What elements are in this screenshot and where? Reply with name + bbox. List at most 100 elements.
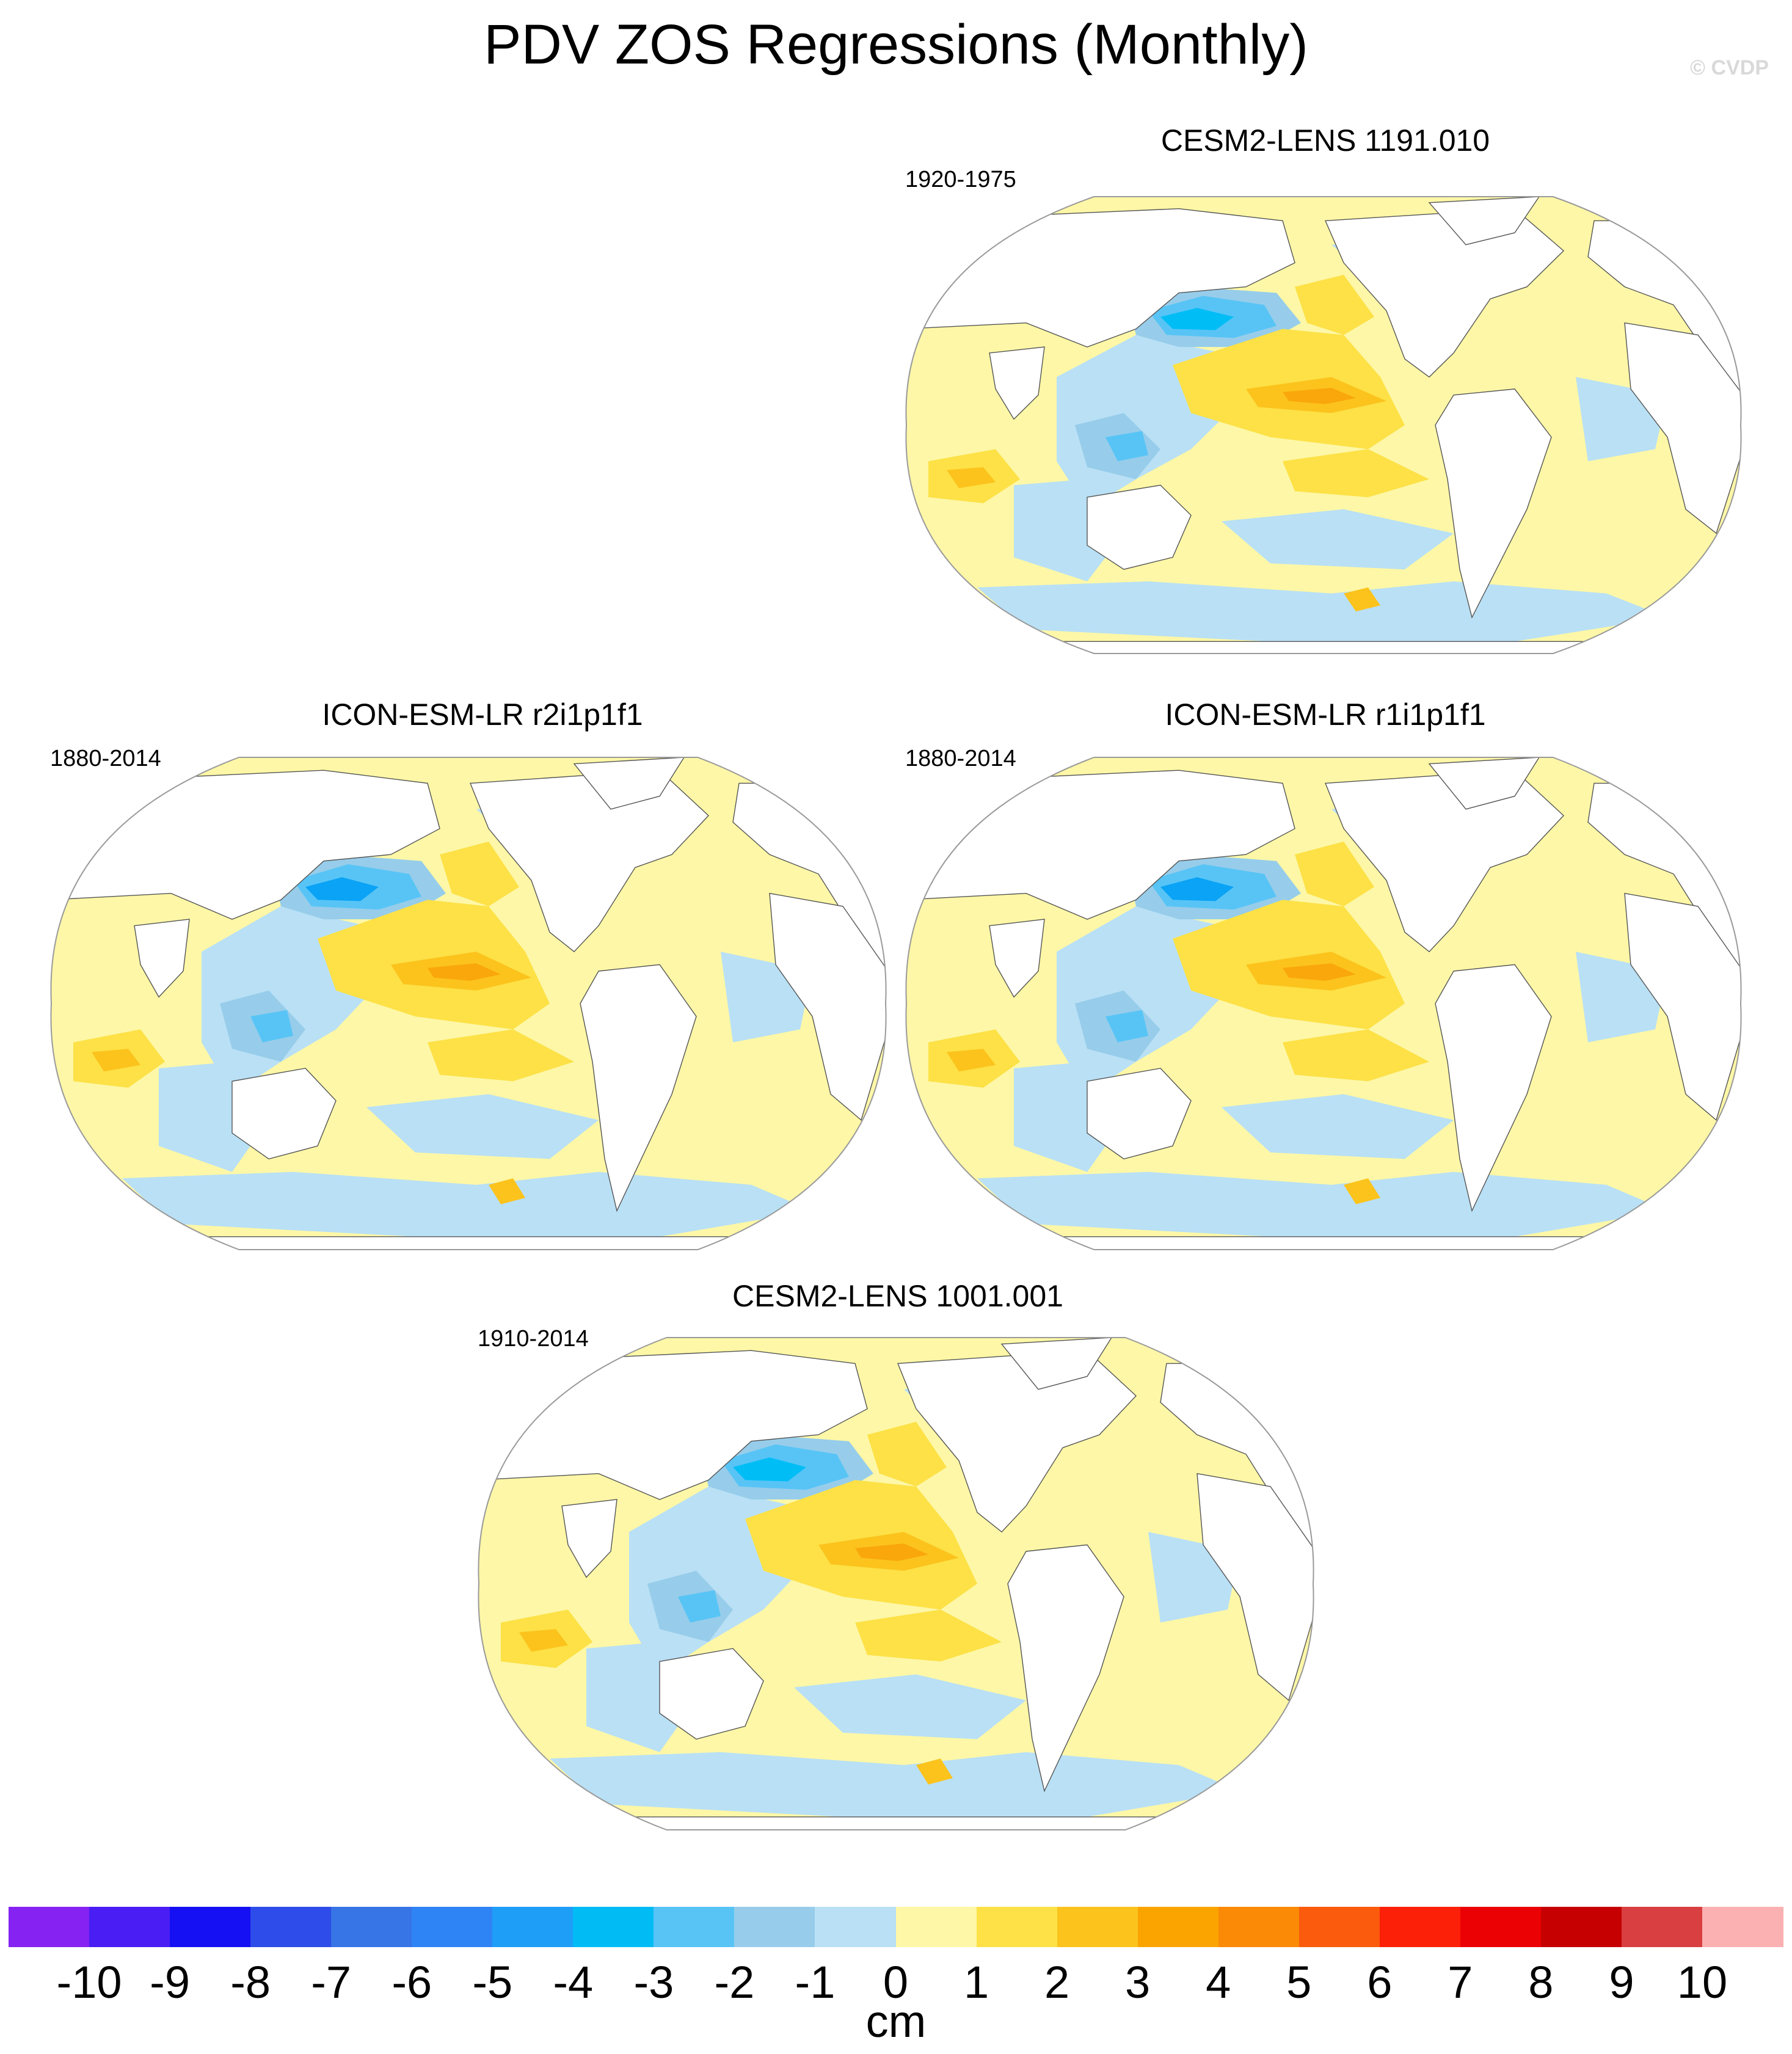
- colorbar-tick-label: 9: [1609, 1957, 1634, 2008]
- map-outline: [478, 1337, 1314, 1830]
- land-south-america: [580, 964, 697, 1212]
- colorbar-tick-label: 4: [1206, 1957, 1231, 2008]
- colorbar-tick-label: -10: [56, 1957, 122, 2008]
- land-north-america: [1324, 208, 1565, 378]
- colorbar-swatch: [895, 1907, 977, 1947]
- colorbar-tick-label: 8: [1528, 1957, 1554, 2008]
- colorbar-tick-label: 10: [1677, 1957, 1728, 2008]
- land-india: [989, 346, 1045, 420]
- colorbar-swatch: [1057, 1907, 1138, 1947]
- land-south-america: [1435, 964, 1552, 1212]
- land-greenland: [573, 757, 685, 810]
- positive-anomaly-region: [519, 1629, 568, 1652]
- positive-anomaly-region: [947, 1049, 996, 1072]
- negative-anomaly-core: [733, 1457, 806, 1482]
- colorbar-swatch: [1379, 1907, 1461, 1947]
- panel-title: ICON-ESM-LR r2i1p1f1: [322, 697, 643, 732]
- positive-anomaly-region: [867, 1421, 947, 1487]
- negative-anomaly-region: [977, 1171, 1667, 1237]
- colorbar-tick-label: 6: [1367, 1957, 1393, 2008]
- panel-period: 1920-1975: [905, 167, 1016, 192]
- world-map-svg: [905, 196, 1742, 654]
- colorbar-tick-label: -5: [472, 1957, 513, 2008]
- colorbar-swatch: [654, 1907, 735, 1947]
- positive-anomaly-region: [947, 467, 996, 489]
- colorbar-swatch: [1621, 1907, 1703, 1947]
- colorbar-tick-label: 1: [963, 1957, 989, 2008]
- panel-title: CESM2-LENS 1191.010: [1160, 123, 1490, 158]
- colorbar-tick-label: -8: [230, 1957, 271, 2008]
- map-outline: [50, 757, 887, 1250]
- land-india: [989, 919, 1045, 998]
- colorbar-swatch: [1540, 1907, 1622, 1947]
- colorbar-swatch: [976, 1907, 1058, 1947]
- land-eurasia-east: [478, 1350, 868, 1500]
- land-north-america: [897, 1350, 1137, 1533]
- negative-anomaly-region: [366, 1094, 599, 1159]
- land-greenland: [1428, 757, 1540, 810]
- colorbar-swatch: [9, 1907, 90, 1947]
- negative-anomaly-region: [1222, 509, 1454, 570]
- positive-anomaly-core: [428, 963, 501, 981]
- colorbar-tick-label: 5: [1286, 1957, 1312, 2008]
- map-outline: [905, 196, 1742, 654]
- positive-anomaly-core: [1283, 388, 1356, 404]
- panel-period: 1880-2014: [50, 746, 161, 771]
- colorbar-swatch: [331, 1907, 412, 1947]
- positive-anomaly-region: [428, 1029, 574, 1082]
- positive-anomaly-region: [489, 1178, 525, 1204]
- colorbar-tick-label: -9: [150, 1957, 190, 2008]
- positive-anomaly-region: [855, 1609, 1002, 1662]
- colorbar-swatch: [1460, 1907, 1542, 1947]
- colorbar-tick-label: -2: [714, 1957, 755, 2008]
- watermark: © CVDP: [1690, 56, 1769, 79]
- map-field: [906, 757, 1741, 1250]
- positive-anomaly-region: [1283, 1029, 1429, 1082]
- land-india: [561, 1499, 617, 1578]
- colorbar-swatch: [734, 1907, 816, 1947]
- land-greenland: [1428, 197, 1540, 246]
- negative-anomaly-region: [550, 1752, 1240, 1817]
- world-map-svg: [905, 757, 1742, 1250]
- negative-anomaly-region: [1222, 1094, 1454, 1159]
- negative-anomaly-region: [1105, 1010, 1148, 1043]
- land-india: [134, 919, 190, 998]
- land-antarctica: [906, 1236, 1741, 1250]
- land-antarctica: [51, 1236, 886, 1250]
- land-australia: [231, 1068, 337, 1160]
- colorbar-tick-label: 7: [1448, 1957, 1473, 2008]
- land-eurasia-east: [906, 770, 1295, 920]
- colorbar-swatch: [1137, 1907, 1219, 1947]
- positive-anomaly-region: [92, 1049, 140, 1072]
- negative-anomaly-region: [977, 581, 1667, 642]
- colorbar-tick-label: 3: [1125, 1957, 1151, 2008]
- negative-anomaly-region: [250, 1010, 293, 1043]
- negative-anomaly-core: [305, 877, 379, 901]
- land-south-america: [1007, 1544, 1124, 1793]
- colorbar-swatch: [412, 1907, 493, 1947]
- colorbar-swatch: [492, 1907, 574, 1947]
- map-outline: [905, 757, 1742, 1250]
- land-north-america: [469, 770, 709, 953]
- colorbar-unit-label: cm: [865, 1996, 927, 2047]
- colorbar-swatch: [1218, 1907, 1300, 1947]
- panel-period: 1880-2014: [905, 746, 1016, 771]
- colorbar-swatch: [250, 1907, 332, 1947]
- negative-anomaly-region: [122, 1171, 812, 1237]
- world-map-svg: [478, 1337, 1314, 1830]
- map-field: [906, 197, 1741, 654]
- land-australia: [659, 1648, 764, 1740]
- panel-title: CESM2-LENS 1001.001: [732, 1279, 1063, 1313]
- land-greenland: [1000, 1338, 1113, 1390]
- colorbar-tick-label: -1: [795, 1957, 836, 2008]
- negative-anomaly-region: [678, 1590, 721, 1623]
- negative-anomaly-core: [1160, 877, 1234, 901]
- negative-anomaly-core: [1160, 308, 1234, 330]
- land-antarctica: [906, 641, 1741, 654]
- negative-anomaly-region: [794, 1674, 1026, 1739]
- land-south-america: [1435, 388, 1552, 619]
- positive-anomaly-region: [1283, 449, 1429, 498]
- land-antarctica: [478, 1816, 1314, 1830]
- land-eurasia-east: [906, 208, 1295, 348]
- land-north-america: [1324, 770, 1564, 953]
